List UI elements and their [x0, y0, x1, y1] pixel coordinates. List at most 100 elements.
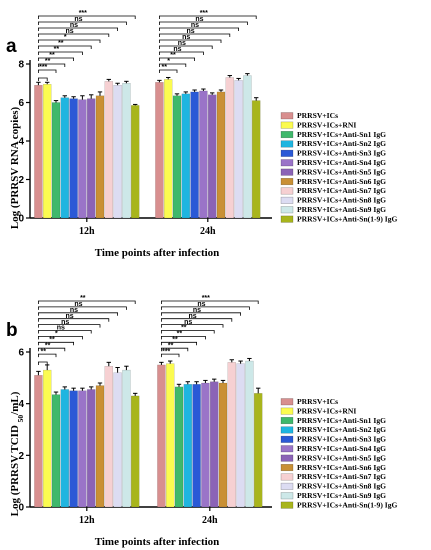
panel-a-legend-label-9: PRRSV+ICs+Anti-Sn7 IgG: [297, 186, 386, 195]
panel-b-sig-bracket-24h-5: [161, 330, 215, 334]
panel-a-legend-label-3: PRRSV+ICs+Anti-Sn1 IgG: [297, 130, 386, 139]
panel-a-sig-label-24h-3: **: [170, 52, 176, 59]
panel-a-sig-bracket-12h-6: [38, 39, 101, 43]
panel-b-sig-bracket-12h-7: [38, 318, 110, 322]
panel-b-bar-24h-series-11: [245, 360, 254, 508]
panel-a-sig-label-24h-6: ns: [182, 34, 190, 41]
panel-a-bar-12h-series-3: [51, 102, 61, 219]
panel-b-sig-bracket-24h-3: [161, 341, 197, 346]
panel-b-sig-label-24h-6: ns: [184, 319, 192, 326]
panel-b-category-label-24h: 24h: [202, 515, 218, 526]
panel-b: b Log (PRRSV TCID 50/mL) Time points aft…: [6, 295, 398, 548]
panel-b-y-tick-label-0: 0: [18, 503, 24, 514]
panel-a-sig-label-24h-5: ns: [178, 40, 186, 47]
panel-b-plot: 024612h*******nsnsnsnsns**24h***********…: [18, 295, 272, 526]
panel-b-y-tick-label-3: 6: [18, 348, 24, 359]
panel-a-category-label-12h: 12h: [79, 226, 95, 237]
panel-b-bar-12h-series-11: [122, 369, 131, 508]
panel-b-bar-24h-series-8: [218, 382, 228, 508]
panel-a-y-tick-label-2: 4: [18, 137, 24, 148]
panel-b-sig-label-24h-7: ns: [189, 313, 197, 320]
panel-a-sig-bracket-24h-5: [159, 45, 213, 49]
panel-a-sig-bracket-24h-2: [159, 63, 187, 67]
panel-b-sig-label-12h-7: ns: [66, 313, 74, 320]
panel-b-legend-swatch-6: [280, 445, 294, 453]
panel-a-legend-swatch-7: [280, 168, 294, 176]
panel-a-legend-swatch-12: [280, 215, 294, 223]
panel-a-sig-bracket-24h-3: [159, 57, 195, 61]
panel-a-sig-label-12h-10: ***: [79, 10, 87, 17]
panel-a-sig-label-12h-4: **: [54, 46, 60, 53]
panel-a-bar-12h-series-10: [113, 84, 122, 219]
panel-b-bar-24h-series-7: [209, 381, 219, 508]
panel-a-bar-24h-series-4: [181, 93, 191, 219]
panel-b-sig-bracket-12h-1: [38, 353, 57, 358]
panel-a-bar-12h-series-7: [86, 98, 96, 219]
panel-b-sig-bracket-12h-4: [38, 336, 83, 340]
panel-a-legend-label-1: PRRSV+ICs: [297, 111, 338, 120]
panel-b-legend-label-9: PRRSV+ICs+Anti-Sn7 IgG: [297, 472, 386, 481]
panel-b-sig-label-12h-2: **: [45, 342, 51, 349]
panel-b-sig-label-24h-2: **: [168, 342, 174, 349]
panel-b-legend-swatch-7: [280, 454, 294, 462]
panel-a-legend-swatch-9: [280, 187, 294, 195]
panel-a-sig-label-24h-7: ns: [187, 28, 195, 35]
panel-a-legend-swatch-4: [280, 140, 294, 148]
panel-a-y-tick-label-4: 8: [18, 60, 24, 71]
panel-b-bar-24h-series-9: [227, 362, 237, 508]
panel-a-bar-24h-series-6: [199, 90, 208, 219]
panel-a-legend-swatch-2: [280, 121, 294, 129]
panel-a-y-tick-label-0: 0: [18, 214, 24, 225]
panel-a-sig-label-24h-8: ns: [191, 22, 199, 29]
panel-a-sig-bracket-24h-1: [159, 69, 178, 73]
panel-a-sig-label-24h-2: *: [167, 58, 170, 65]
panel-b-sig-label-24h-10: ***: [202, 295, 210, 302]
panel-b-sig-label-12h-4: *: [55, 331, 58, 338]
panel-b-bar-24h-series-1: [157, 364, 166, 508]
panel-a-y-tick-label-1: 2: [18, 175, 24, 186]
panel-a-bar-12h-series-8: [95, 95, 105, 219]
panel-b-legend-label-7: PRRSV+ICs+Anti-Sn5 IgG: [297, 453, 386, 462]
panel-a-legend-swatch-3: [280, 131, 294, 139]
panel-a-legend-label-5: PRRSV+ICs+Anti-Sn3 IgG: [297, 149, 386, 158]
panel-b-bar-12h-series-12: [130, 395, 140, 508]
panel-a-sig-bracket-24h-8: [159, 27, 239, 31]
panel-b-sig-bracket-24h-8: [161, 312, 241, 316]
panel-a-sig-bracket-24h-6: [159, 39, 222, 43]
panel-a-sig-label-12h-9: ns: [74, 16, 82, 23]
panel-b-bar-12h-series-6: [78, 390, 87, 508]
panel-b-bar-12h-series-9: [104, 366, 114, 508]
panel-b-sig-label-24h-1: ***: [162, 348, 170, 355]
panel-b-sig-label-24h-9: ns: [197, 301, 205, 308]
panel-a-legend-label-4: PRRSV+ICs+Anti-Sn2 IgG: [297, 139, 386, 148]
panel-a-bar-24h-series-3: [172, 95, 182, 219]
panel-a-legend-label-6: PRRSV+ICs+Anti-Sn4 IgG: [297, 158, 386, 167]
panel-a-bar-12h-series-4: [60, 97, 69, 219]
panel-a-bar-12h-series-2: [43, 84, 52, 219]
panel-b-legend-label-5: PRRSV+ICs+Anti-Sn3 IgG: [297, 435, 386, 444]
panel-b-legend-label-12: PRRSV+ICs+Anti-Sn(1-9) IgG: [297, 500, 398, 509]
panel-b-legend-label-6: PRRSV+ICs+Anti-Sn4 IgG: [297, 444, 386, 453]
panel-a-legend-label-7: PRRSV+ICs+Anti-Sn5 IgG: [297, 167, 386, 176]
panel-b-sig-label-12h-10: **: [80, 295, 86, 302]
panel-b-x-axis-title: Time points after infection: [95, 536, 220, 548]
panel-a-plot: 0246812h************nsnsns***24h*****nsn…: [18, 10, 272, 237]
panel-a-bar-24h-series-1: [155, 82, 164, 219]
panel-b-y-axis-title-text: Log (PRRSV TCID: [9, 425, 21, 516]
panel-a-x-axis-title: Time points after infection: [95, 247, 220, 259]
panel-b-legend-label-8: PRRSV+ICs+Anti-Sn6 IgG: [297, 463, 386, 472]
panel-b-bar-24h-series-4: [183, 384, 193, 508]
panel-b-legend-swatch-8: [280, 464, 294, 472]
panel-a-bar-24h-series-5: [190, 91, 199, 219]
panel-b-bar-24h-series-6: [201, 382, 210, 508]
panel-a-sig-label-12h-5: **: [58, 40, 64, 47]
panel-a-sig-label-24h-10: ***: [200, 10, 208, 17]
panel-b-bar-12h-series-10: [113, 372, 122, 508]
panel-a-sig-label-24h-1: **: [161, 64, 167, 71]
panel-a-bar-12h-series-9: [104, 81, 114, 219]
panel-b-legend-swatch-5: [280, 435, 294, 443]
panel-b-y-axis-title: Log (PRRSV TCID 50/mL): [9, 391, 25, 516]
panel-b-y-axis-title-subscript: 50: [16, 415, 25, 423]
panel-b-bar-24h-series-10: [236, 363, 245, 508]
